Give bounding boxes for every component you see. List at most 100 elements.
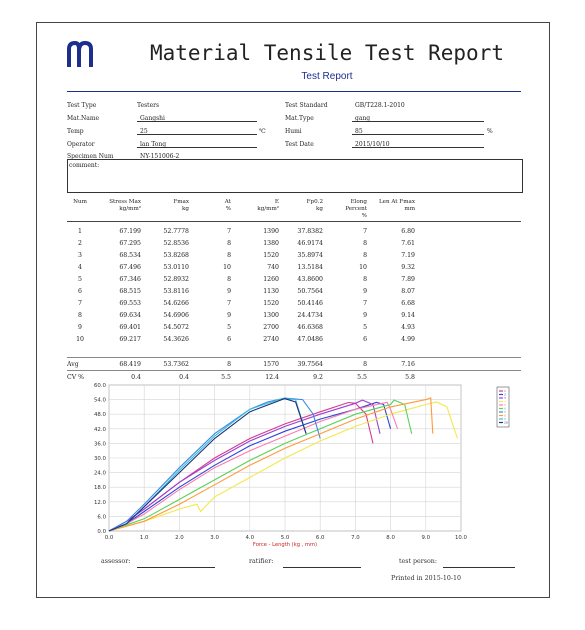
table-cell: 46.9174: [297, 240, 323, 247]
table-cell: 54.3626: [163, 336, 189, 343]
operator-value: lan Tong: [140, 141, 167, 148]
table-cell: 53.0110: [163, 264, 189, 271]
table-cell: 10: [223, 264, 231, 271]
col-header-unit: mm: [404, 206, 415, 212]
table-cell: 54.6266: [163, 300, 189, 307]
operator-line: [137, 139, 257, 148]
table-cell: 6.80: [401, 228, 415, 235]
x-tick-label: 7.0: [351, 535, 360, 541]
table-cell: 4: [78, 264, 82, 271]
operator-label: Operator: [67, 141, 95, 148]
table-cell: 35.8974: [297, 252, 323, 259]
cv-cell: CV %: [67, 374, 85, 381]
test-person-line: [443, 567, 515, 568]
table-cell: 7: [227, 300, 231, 307]
col-header: Num: [73, 199, 87, 205]
legend-label: 4: [504, 400, 506, 404]
series-line: [108, 399, 381, 532]
chart-legend: [496, 386, 510, 428]
assessor-line: [137, 567, 215, 568]
table-cell: 740: [267, 264, 279, 271]
col-header-unit: kg: [316, 206, 323, 212]
col-header: Len At Fmax: [378, 199, 415, 205]
table-cell: 1: [78, 228, 82, 235]
table-cell: 46.6368: [297, 324, 323, 331]
ratifier-line: [283, 567, 361, 568]
y-tick-label: 18.0: [94, 485, 107, 491]
x-tick-label: 0.0: [105, 535, 114, 541]
y-tick-label: 54.0: [94, 398, 107, 404]
report-subtitle: Test Report: [301, 71, 353, 82]
col-header-unit: %: [361, 213, 367, 219]
table-cell: 1390: [263, 228, 279, 235]
table-cell: 8: [78, 312, 82, 319]
printed-date: Printed in 2015-10-10: [391, 575, 461, 582]
table-cell: 9: [78, 324, 82, 331]
specimen-num-label: Specimen Num: [67, 153, 114, 160]
col-header: Elong: [350, 199, 367, 205]
x-tick-label: 9.0: [422, 535, 431, 541]
test-standard-value: GB/T228.1-2010: [355, 102, 405, 109]
table-cell: 54.5072: [163, 324, 189, 331]
y-tick-label: 60.0: [94, 383, 107, 389]
humi-label: Humi: [285, 128, 302, 135]
table-cell: 10: [359, 264, 367, 271]
comment-label: comment:: [69, 162, 100, 169]
temp-unit: ℃: [259, 128, 266, 135]
avg-top-rule: [67, 357, 521, 358]
table-cell: 8.07: [401, 288, 415, 295]
series-line: [108, 401, 459, 532]
table-cell: 24.4734: [297, 312, 323, 319]
x-tick-label: 1.0: [140, 535, 149, 541]
table-cell: 7.19: [401, 252, 415, 259]
mat-name-value: Gangshi: [140, 115, 165, 122]
force-length-chart: 0.06.012.018.024.030.036.042.048.054.060…: [94, 383, 510, 548]
table-cell: 69.401: [119, 324, 141, 331]
col-header: At: [224, 199, 231, 205]
col-header-unit: kg: [182, 206, 189, 212]
comment-box: [67, 159, 523, 193]
table-cell: 8: [227, 252, 231, 259]
company-logo-icon: [67, 41, 93, 67]
table-cell: 8: [363, 276, 367, 283]
legend-label: 6: [504, 407, 506, 411]
table-cell: 8: [227, 240, 231, 247]
avg-cell: 53.7362: [163, 361, 189, 368]
col-header: Stress Max: [109, 199, 141, 205]
legend-label: 8: [504, 414, 506, 418]
table-cell: 1520: [263, 300, 279, 307]
table-cell: 7: [363, 228, 367, 235]
table-cell: 10: [76, 336, 84, 343]
cv-cell: 9.2: [313, 374, 323, 381]
table-cell: 43.8600: [297, 276, 323, 283]
avg-cell: 68.419: [119, 361, 141, 368]
legend-label: 7: [504, 410, 506, 414]
avg-cell: Avg: [67, 361, 79, 368]
table-cell: 67.199: [119, 228, 141, 235]
table-cell: 52.8536: [163, 240, 189, 247]
series-line: [108, 401, 392, 532]
cv-cell: 5.5: [221, 374, 231, 381]
table-cell: 52.8932: [163, 276, 189, 283]
cv-cell: 5.8: [405, 374, 415, 381]
humi-unit: %: [487, 128, 493, 135]
table-cell: 50.4146: [297, 300, 323, 307]
table-cell: 8: [227, 276, 231, 283]
report-sheet: Material Tensile Test Report Test Report…: [36, 22, 550, 598]
cv-cell: 0.4: [131, 374, 141, 381]
table-cell: 69.634: [119, 312, 141, 319]
table-cell: 8: [363, 252, 367, 259]
table-cell: 1520: [263, 252, 279, 259]
mat-name-label: Mat.Name: [67, 115, 100, 122]
mat-type-value: gang: [355, 115, 371, 122]
x-tick-label: 3.0: [210, 535, 219, 541]
avg-cell: 8: [227, 361, 231, 368]
col-header: Fp0.2: [306, 199, 323, 205]
table-cell: 2700: [263, 324, 279, 331]
table-cell: 9: [363, 312, 367, 319]
table-header-rule: [67, 221, 521, 222]
test-date-label: Test Date: [285, 141, 314, 148]
specimen-num-value: NY-151006-2: [140, 153, 180, 160]
mat-name-line: [137, 113, 257, 122]
series-line: [108, 398, 307, 532]
